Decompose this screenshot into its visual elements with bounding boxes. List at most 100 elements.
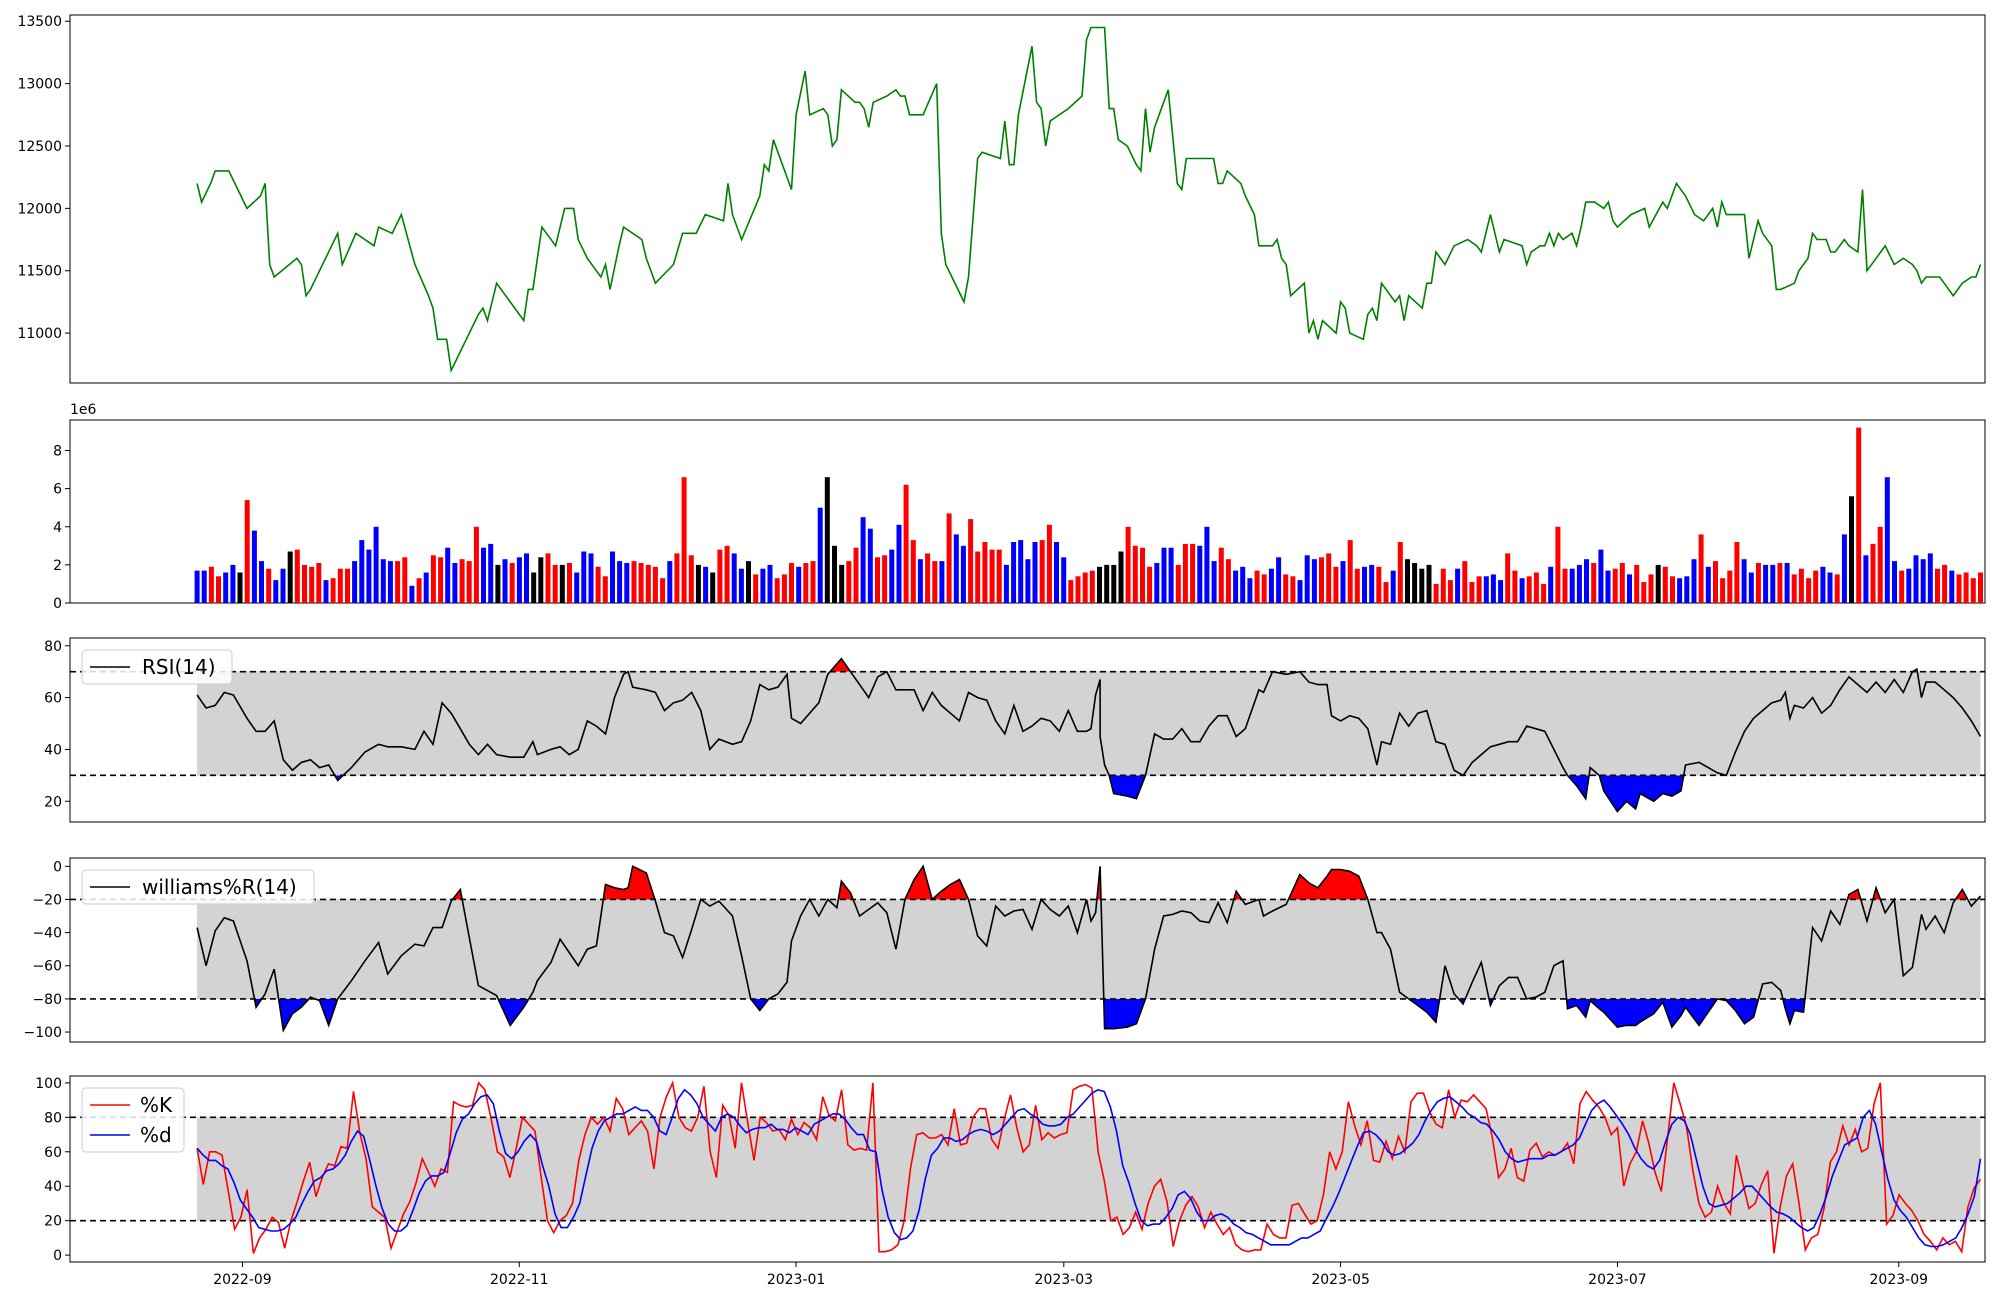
volume-bar bbox=[839, 564, 845, 603]
stoch-legend-d: %d bbox=[140, 1123, 172, 1147]
volume-ytick-label: 6 bbox=[53, 482, 62, 498]
volume-bar bbox=[953, 534, 959, 603]
volume-bar bbox=[1526, 576, 1532, 603]
volume-bar bbox=[1025, 559, 1031, 603]
volume-bar bbox=[216, 576, 221, 603]
volume-bar bbox=[1261, 574, 1267, 603]
volume-bar bbox=[230, 564, 236, 603]
stoch-ytick-label: 0 bbox=[53, 1248, 62, 1264]
price-ytick-label: 12500 bbox=[17, 139, 62, 155]
volume-bar bbox=[652, 566, 658, 603]
volume-bar bbox=[1899, 570, 1905, 603]
volume-bar bbox=[430, 555, 436, 603]
volume-bar bbox=[789, 563, 794, 603]
volume-bar bbox=[488, 543, 494, 603]
rsi-panel: 20 40 60 80 RSI(14) bbox=[44, 637, 1986, 823]
volume-bar bbox=[695, 564, 701, 603]
x-tick-label: 2023-01 bbox=[767, 1272, 826, 1288]
volume-bar bbox=[244, 500, 250, 603]
volume-bar bbox=[989, 549, 995, 603]
volume-bar bbox=[1569, 568, 1575, 603]
volume-bar bbox=[1054, 542, 1059, 603]
volume-bar bbox=[581, 551, 587, 603]
volume-bar bbox=[1476, 576, 1482, 603]
x-tick-label: 2023-07 bbox=[1588, 1272, 1647, 1288]
volume-bar bbox=[1913, 555, 1919, 603]
volume-bar bbox=[1311, 559, 1317, 603]
volume-bar bbox=[781, 574, 787, 603]
volume-bar bbox=[1412, 563, 1418, 603]
volume-bar bbox=[996, 549, 1002, 603]
volume-bar bbox=[1734, 542, 1740, 603]
volume-bar bbox=[502, 559, 508, 603]
volume-bar bbox=[1655, 564, 1661, 603]
williams-line bbox=[196, 864, 1982, 1033]
x-tick-label: 2022-11 bbox=[490, 1272, 549, 1288]
volume-bar bbox=[1390, 570, 1396, 603]
volume-bar bbox=[387, 561, 393, 603]
volume-bar bbox=[824, 477, 830, 603]
volume-bar bbox=[1362, 566, 1367, 603]
volume-bar bbox=[352, 561, 358, 603]
volume-bar bbox=[1755, 563, 1761, 603]
volume-bar bbox=[1519, 578, 1525, 603]
volume-offset-text: 1e6 bbox=[70, 402, 97, 418]
volume-bar bbox=[1641, 582, 1647, 603]
rsi-ytick-label: 20 bbox=[44, 794, 62, 810]
volume-bar bbox=[1061, 557, 1067, 604]
volume-bar bbox=[259, 561, 264, 603]
volume-bar bbox=[1827, 572, 1833, 603]
volume-bar bbox=[1483, 576, 1489, 603]
volume-bar bbox=[316, 563, 322, 603]
volume-bar bbox=[1490, 574, 1496, 603]
volume-bar bbox=[1462, 561, 1468, 603]
volume-bar bbox=[208, 566, 214, 603]
volume-bar bbox=[588, 553, 594, 603]
volume-bar bbox=[516, 557, 522, 604]
rsi-band bbox=[197, 671, 1981, 776]
volume-bar bbox=[853, 547, 859, 603]
volume-bar bbox=[910, 540, 916, 603]
volume-bar bbox=[309, 566, 315, 603]
volume-bar bbox=[1555, 526, 1561, 604]
volume-bar bbox=[1276, 557, 1282, 604]
volume-bar bbox=[1612, 568, 1618, 603]
volume-bar bbox=[466, 561, 472, 603]
volume-bar bbox=[1161, 547, 1167, 603]
volume-bar bbox=[753, 574, 759, 603]
williams-ytick-label: −20 bbox=[32, 892, 62, 908]
volume-bar bbox=[1748, 572, 1754, 603]
volume-bar bbox=[896, 524, 902, 603]
volume-bar bbox=[1068, 580, 1074, 603]
volume-bar bbox=[1233, 570, 1239, 603]
volume-bar bbox=[1247, 578, 1253, 603]
volume-bar bbox=[395, 561, 401, 603]
volume-bar bbox=[1777, 563, 1783, 603]
volume-bar bbox=[1447, 580, 1453, 603]
volume-bar bbox=[1154, 563, 1160, 603]
volume-bar bbox=[1512, 570, 1518, 603]
volume-bar bbox=[1720, 578, 1726, 603]
volume-bar bbox=[402, 557, 408, 604]
volume-bar bbox=[1125, 526, 1131, 604]
stoch-d-line bbox=[196, 1088, 1982, 1248]
stoch-ytick-label: 20 bbox=[44, 1214, 62, 1230]
volume-ytick-label: 2 bbox=[53, 558, 62, 574]
volume-bar bbox=[1562, 568, 1568, 603]
volume-bar bbox=[1698, 534, 1704, 603]
volume-bar bbox=[674, 553, 680, 603]
volume-bar bbox=[803, 563, 809, 603]
volume-bar bbox=[1541, 583, 1547, 603]
williams-oversold-fill bbox=[197, 998, 1981, 1031]
volume-bar bbox=[860, 517, 866, 603]
volume-bar bbox=[1884, 477, 1890, 603]
volume-bar bbox=[1140, 547, 1145, 603]
volume-bar bbox=[1713, 561, 1718, 603]
volume-bar bbox=[731, 553, 737, 603]
volume-bar bbox=[1089, 570, 1095, 603]
volume-bar bbox=[266, 568, 272, 603]
volume-bar bbox=[380, 559, 386, 603]
volume-bar bbox=[1548, 566, 1554, 603]
volume-bar bbox=[1791, 574, 1797, 603]
